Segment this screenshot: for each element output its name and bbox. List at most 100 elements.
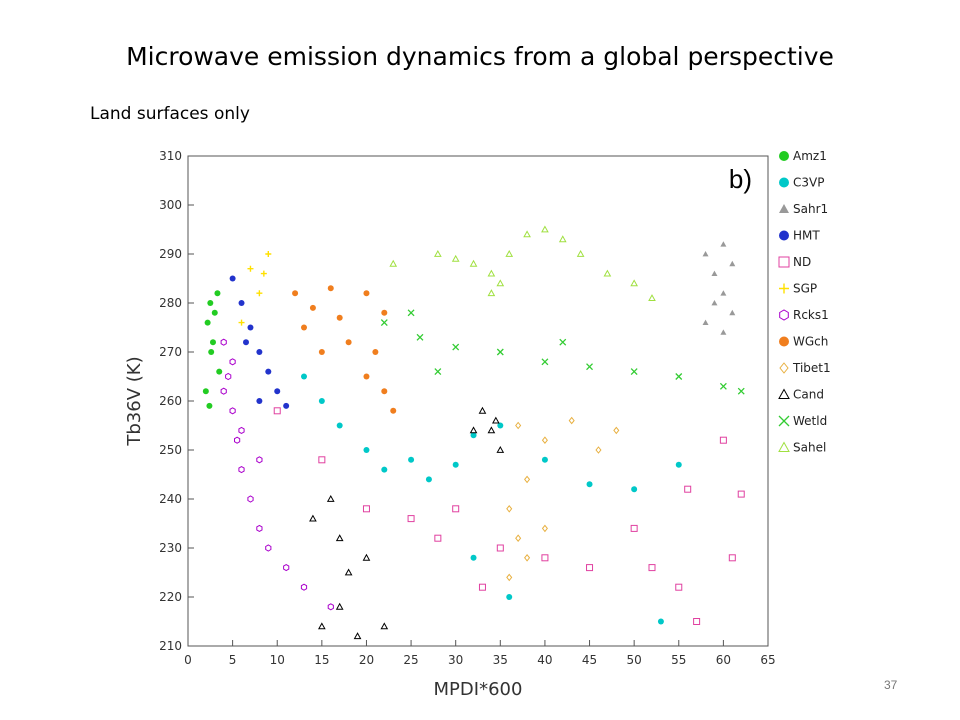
y-tick-label: 240 [159, 492, 182, 506]
x-tick-label: 30 [448, 653, 463, 667]
data-point-c3vp [470, 554, 477, 561]
data-point-tibet1 [613, 426, 620, 435]
data-point-c3vp [452, 461, 459, 468]
data-point-cand [353, 632, 362, 640]
data-point-amz1 [211, 309, 218, 316]
data-point-cand [487, 426, 496, 434]
data-point-nd [478, 583, 486, 591]
data-point-tibet1 [595, 446, 602, 454]
data-point-cand [496, 445, 505, 453]
data-point-nd [630, 524, 638, 532]
legend-label: ND [793, 255, 811, 269]
data-point-nd [362, 505, 370, 513]
legend-item-tibet1: Tibet1 [779, 361, 831, 375]
panel-label: b) [729, 164, 752, 194]
data-point-tibet1 [524, 475, 531, 484]
x-tick-label: 15 [314, 653, 329, 667]
data-point-wetld [416, 333, 424, 341]
data-point-rcks1 [220, 387, 227, 395]
data-point-sahel [433, 249, 442, 257]
data-point-hmt [256, 398, 263, 404]
y-tick-label: 280 [159, 296, 182, 310]
data-point-wetld [737, 387, 745, 395]
data-point-cand [380, 622, 389, 630]
y-axis-label: Tb36V (K) [124, 356, 145, 446]
slide-title: Microwave emission dynamics from a globa… [126, 42, 834, 71]
data-point-hmt [256, 349, 263, 355]
data-point-rcks1 [234, 436, 241, 444]
data-point-sahr1 [729, 260, 736, 267]
x-tick-label: 20 [359, 653, 374, 667]
data-point-wgch [309, 304, 316, 311]
data-point-sahel [451, 254, 460, 262]
data-point-c3vp [381, 466, 388, 473]
data-point-amz1 [202, 388, 209, 395]
data-point-wgch [363, 290, 370, 297]
y-axis-ticks: 210 220 230 240 250 260 270 280 290 300 310 [159, 149, 194, 653]
data-point-rcks1 [238, 426, 245, 434]
data-point-rcks1 [220, 338, 227, 346]
x-tick-label: 65 [760, 653, 775, 667]
data-point-nd [541, 554, 549, 562]
data-point-wgch [390, 407, 397, 414]
data-point-sahr1 [720, 290, 727, 296]
data-point-wetld [434, 368, 442, 376]
data-point-cand [469, 426, 478, 434]
data-point-nd [452, 505, 460, 513]
legend-label: Sahr1 [793, 202, 828, 216]
data-point-nd [273, 407, 281, 415]
data-point-nd [496, 544, 504, 552]
legend-item-c3vp: C3VP [779, 176, 824, 190]
y-tick-label: 290 [159, 247, 182, 261]
data-point-amz1 [204, 319, 211, 326]
data-point-sahel [648, 294, 656, 301]
y-tick-label: 270 [159, 345, 182, 359]
data-point-rcks1 [225, 372, 232, 381]
legend-item-sgp: SGP [779, 282, 817, 296]
data-point-sahel [496, 279, 505, 287]
data-point-cand [344, 568, 353, 576]
y-tick-label: 250 [159, 443, 182, 457]
data-point-wgch [381, 309, 388, 316]
data-point-hmt [283, 402, 290, 409]
data-point-sahel [487, 289, 496, 297]
data-point-nd [719, 436, 727, 444]
series-wetld [380, 309, 745, 395]
data-point-cand [326, 494, 335, 502]
data-point-sgp [265, 251, 272, 257]
data-point-cand [335, 534, 344, 542]
data-point-sahr1 [702, 251, 709, 257]
x-tick-label: 40 [537, 653, 552, 667]
x-tick-label: 10 [270, 653, 285, 667]
data-point-sahr1 [720, 329, 727, 335]
x-tick-label: 35 [493, 653, 508, 667]
legend-label: Sahel [793, 441, 826, 455]
data-point-nd [693, 618, 701, 625]
legend-label: WGch [793, 335, 828, 349]
data-point-sahr1 [702, 319, 709, 325]
data-point-sgp [260, 270, 267, 277]
data-point-nd [728, 554, 736, 562]
legend-label: Tibet1 [792, 361, 831, 375]
data-point-nd [648, 564, 656, 572]
data-point-tibet1 [506, 504, 513, 513]
data-point-sahel [558, 235, 567, 243]
data-point-cand [317, 622, 326, 630]
legend-marker-cand [778, 388, 790, 399]
data-point-tibet1 [524, 553, 531, 562]
x-tick-label: 0 [184, 653, 192, 667]
legend-label: Cand [793, 388, 824, 402]
data-point-c3vp [301, 373, 307, 380]
plot-frame [187, 155, 769, 647]
data-point-hmt [243, 339, 249, 346]
data-point-sahel [523, 230, 531, 238]
legend: Amz1 C3VP Sahr1 HMT ND SGP Rcks1 WGch Tibet1 Cand… [778, 149, 831, 455]
data-point-wgch [318, 349, 325, 355]
data-point-wetld [452, 343, 460, 351]
legend-item-nd: ND [778, 255, 811, 269]
data-point-rcks1 [247, 495, 254, 503]
data-point-c3vp [657, 618, 664, 625]
data-point-amz1 [216, 368, 223, 375]
legend-label: C3VP [793, 176, 824, 190]
